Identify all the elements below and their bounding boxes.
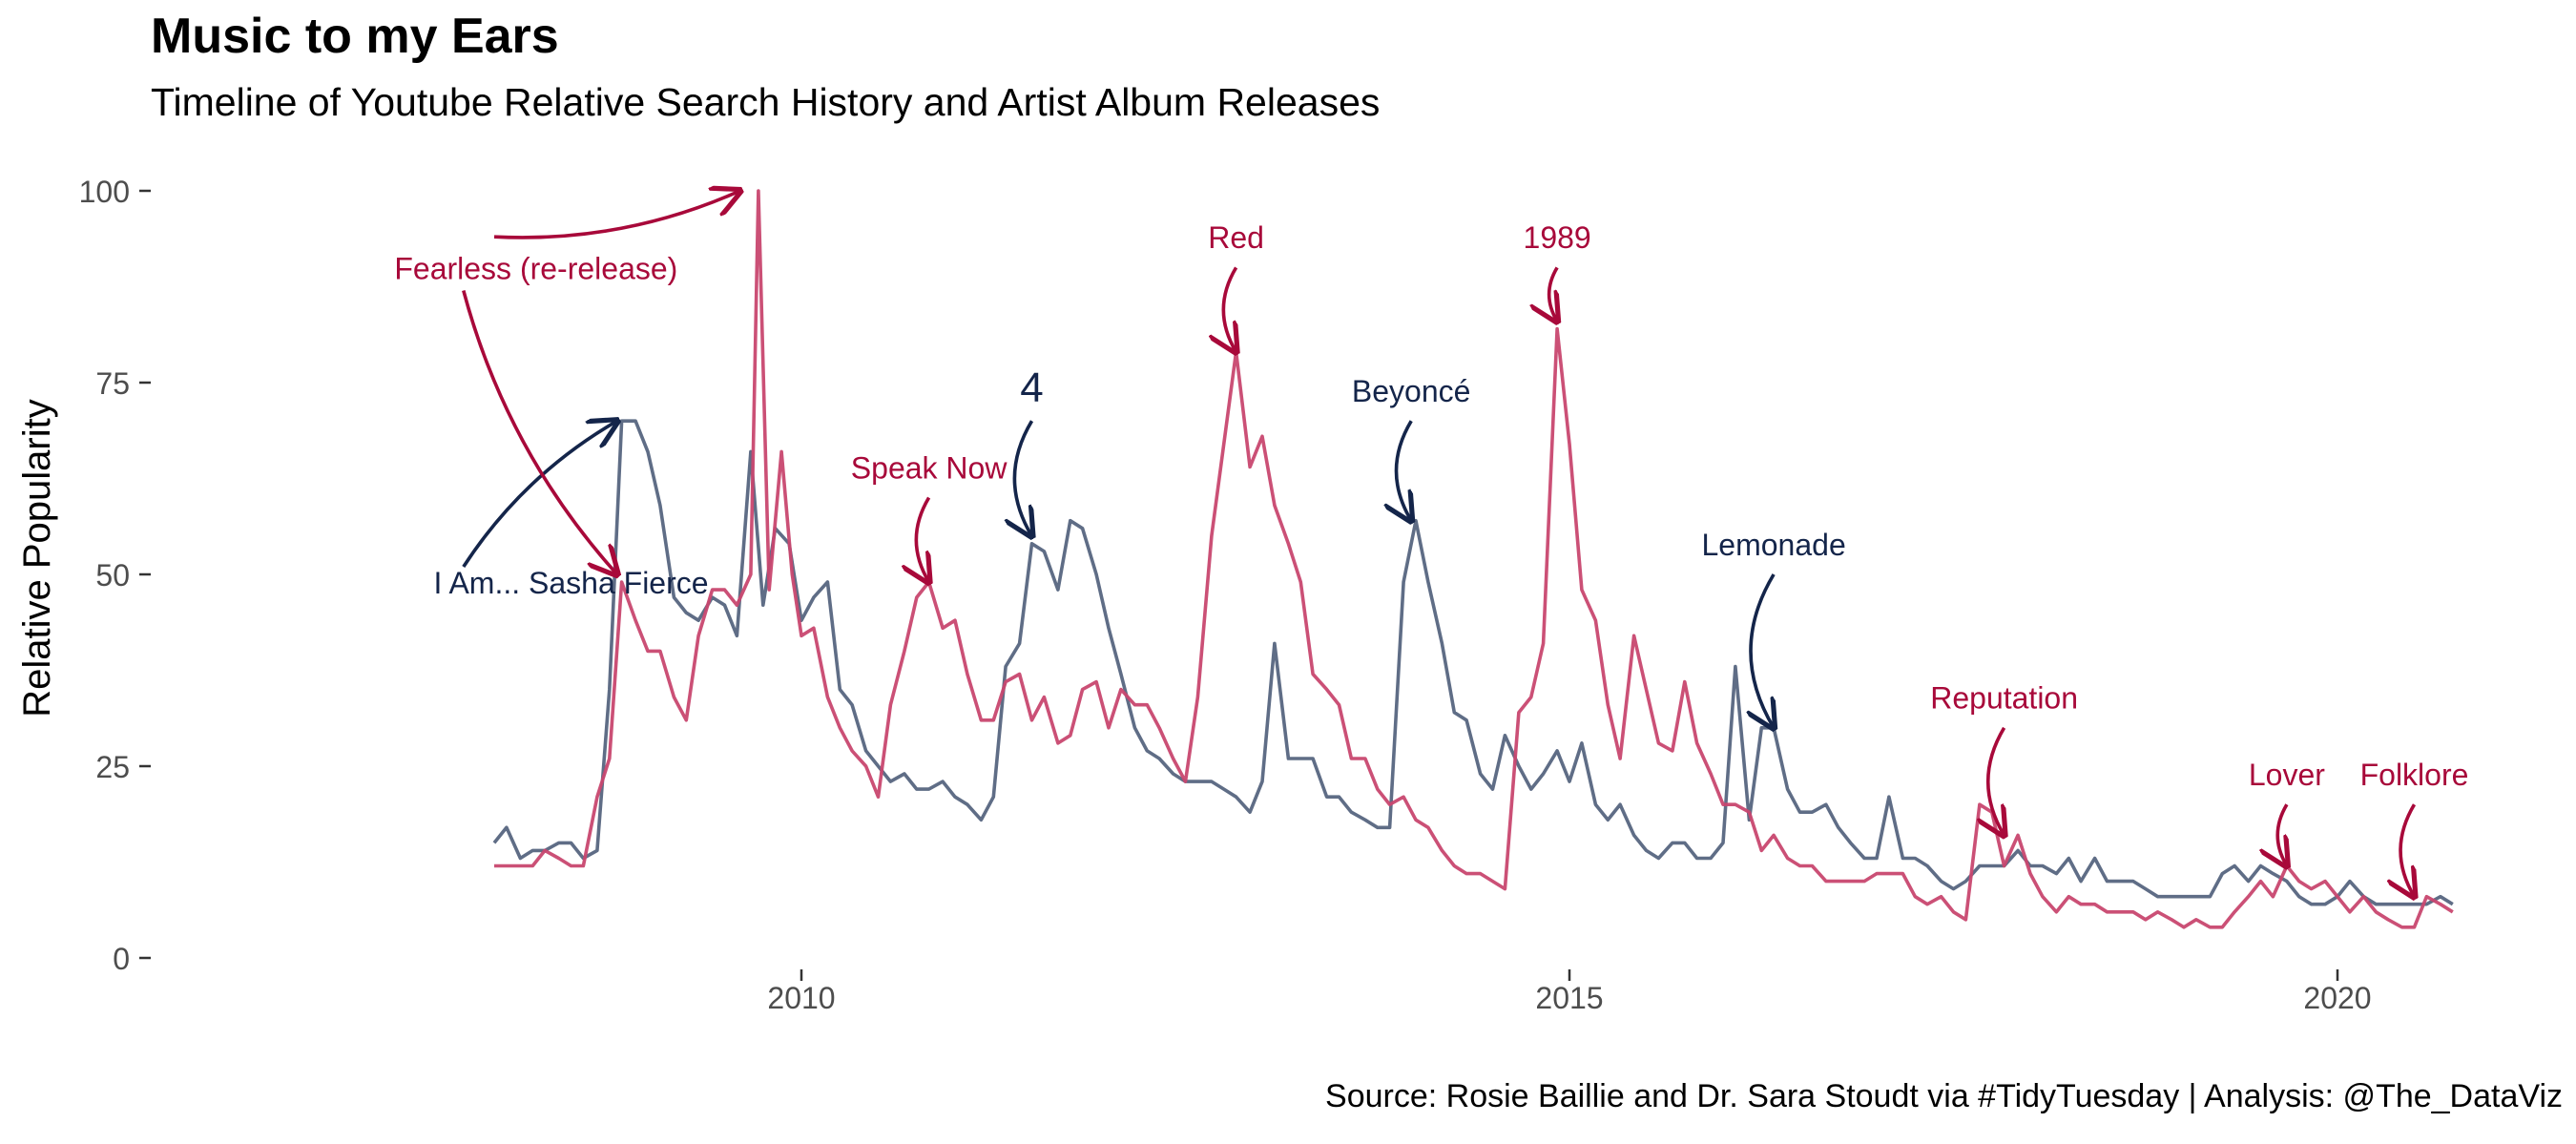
annotation-arrow bbox=[462, 421, 617, 568]
chart-caption: Source: Rosie Baillie and Dr. Sara Stoud… bbox=[1325, 1078, 2563, 1114]
annotation-label: Lemonade bbox=[1702, 528, 1846, 562]
annotation-arrow bbox=[1988, 726, 2005, 836]
y-tick-label: 0 bbox=[113, 942, 130, 976]
chart-subtitle: Timeline of Youtube Relative Search Hist… bbox=[151, 80, 1381, 124]
annotation-arrow bbox=[916, 496, 928, 582]
series-layer bbox=[492, 189, 2454, 929]
x-axis: 2010 2015 2020 bbox=[767, 969, 2372, 1015]
annotation-label: Speak Now bbox=[851, 450, 1008, 485]
y-axis: 0 25 50 75 100 bbox=[79, 175, 151, 976]
annotation-arrow bbox=[1549, 266, 1557, 321]
annotation-label: 1989 bbox=[1524, 220, 1591, 255]
chart-title: Music to my Ears bbox=[151, 9, 559, 64]
x-tick-label: 2020 bbox=[2303, 981, 2371, 1015]
annotation-layer: I Am... Sasha Fierce Fearless (re-release… bbox=[394, 191, 2468, 897]
x-tick-label: 2010 bbox=[767, 981, 835, 1015]
series-line-beyonce bbox=[492, 419, 2454, 906]
annotation-arrow bbox=[493, 191, 740, 239]
y-tick-label: 75 bbox=[95, 366, 130, 401]
annotation-label: Fearless (re-release) bbox=[394, 251, 677, 285]
y-tick-label: 50 bbox=[95, 558, 130, 593]
series-line-taylor bbox=[494, 189, 2454, 929]
annotation-label: Red bbox=[1208, 220, 1264, 255]
annotation-arrow bbox=[1014, 420, 1031, 536]
annotation-arrow bbox=[462, 290, 617, 575]
annotation-label: Reputation bbox=[1930, 681, 2078, 716]
annotation-label: Lover bbox=[2249, 758, 2325, 792]
annotation-label: Folklore bbox=[2360, 758, 2469, 792]
annotation-arrow bbox=[1751, 573, 1774, 728]
annotation-label: 4 bbox=[1020, 364, 1043, 411]
y-tick-label: 25 bbox=[95, 750, 130, 784]
annotation-arrow bbox=[1397, 420, 1412, 521]
annotation-arrow bbox=[2277, 803, 2287, 865]
annotation-arrow bbox=[1223, 266, 1236, 351]
annotation-label: I Am... Sasha Fierce bbox=[433, 566, 708, 600]
annotation-label: Beyoncé bbox=[1352, 374, 1471, 408]
y-tick-label: 100 bbox=[79, 175, 130, 209]
y-axis-label: Relative Popularity bbox=[16, 399, 58, 718]
x-tick-label: 2015 bbox=[1535, 981, 1603, 1015]
annotation-arrow bbox=[2400, 803, 2414, 897]
